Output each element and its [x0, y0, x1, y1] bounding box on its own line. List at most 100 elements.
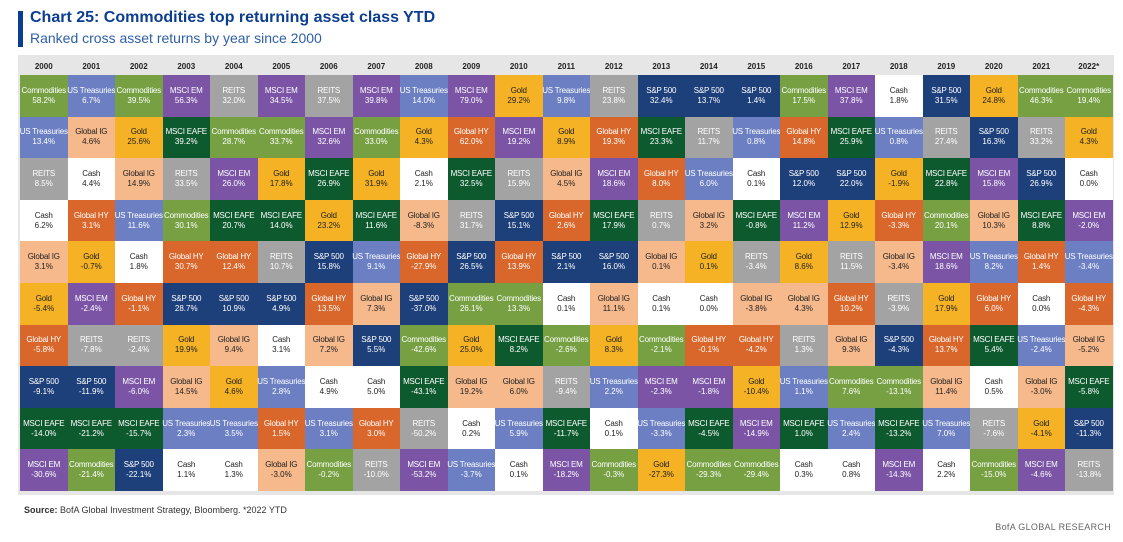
- return-value: -13.2%: [886, 428, 912, 438]
- return-value: 0.0%: [699, 303, 718, 313]
- return-cell: Global IG 11.1%: [590, 283, 638, 325]
- asset-name: REITS: [317, 85, 341, 95]
- asset-name: US Treasuries: [114, 210, 163, 220]
- return-cell: Gold -27.3%: [637, 449, 685, 491]
- return-cell: US Treasuries 6.0%: [685, 158, 733, 200]
- source-note: Source: BofA Global Investment Strategy,…: [24, 505, 287, 515]
- return-value: 22.8%: [934, 178, 958, 188]
- return-cell: S&P 500 26.5%: [447, 241, 495, 283]
- asset-name: MSCI EM: [359, 85, 393, 95]
- return-cell: US Treasuries 1.1%: [780, 366, 828, 408]
- asset-name: S&P 500: [266, 293, 297, 303]
- return-value: -7.6%: [983, 428, 1005, 438]
- asset-name: Gold: [273, 168, 290, 178]
- asset-name: REITS: [1029, 127, 1053, 137]
- return-value: 4.3%: [414, 137, 433, 147]
- asset-name: S&P 500: [598, 252, 629, 262]
- return-value: 32.5%: [459, 178, 483, 188]
- asset-name: Global IG: [740, 293, 773, 303]
- return-cell: S&P 500 -37.0%: [400, 283, 448, 325]
- return-cell: MSCI EM -18.2%: [542, 449, 590, 491]
- asset-name: US Treasuries: [637, 418, 686, 428]
- return-cell: Global IG 7.3%: [352, 283, 400, 325]
- return-value: 2.3%: [177, 428, 196, 438]
- asset-name: Global HY: [1023, 252, 1059, 262]
- return-value: 13.9%: [507, 262, 531, 272]
- return-cell: REITS -3.4%: [732, 241, 780, 283]
- asset-name: Global IG: [597, 293, 630, 303]
- return-value: 0.1%: [509, 470, 528, 480]
- return-cell: Commodities 33.0%: [352, 116, 400, 159]
- asset-name: Commodities: [354, 127, 399, 137]
- return-value: -37.0%: [411, 303, 437, 313]
- asset-name: Cash: [272, 335, 291, 345]
- return-cell: S&P 500 16.3%: [970, 116, 1018, 159]
- brand-label: BofA GLOBAL RESEARCH: [995, 522, 1111, 532]
- return-value: -42.6%: [411, 345, 437, 355]
- asset-name: REITS: [127, 335, 151, 345]
- return-value: 11.6%: [127, 220, 150, 230]
- return-value: 56.3%: [174, 95, 198, 105]
- return-value: -0.2%: [318, 470, 340, 480]
- return-cell: Global IG 3.1%: [20, 241, 68, 283]
- return-cell: REITS 27.4%: [922, 116, 970, 159]
- return-value: -5.4%: [33, 303, 55, 313]
- asset-name: MSCI EAFE: [1068, 376, 1110, 386]
- return-value: 0.1%: [652, 303, 671, 313]
- asset-name: Global IG: [407, 210, 440, 220]
- return-value: 20.7%: [222, 220, 246, 230]
- asset-name: Gold: [843, 210, 860, 220]
- return-cell: S&P 500 26.9%: [1017, 158, 1065, 200]
- return-value: 3.1%: [82, 220, 101, 230]
- return-value: 79.0%: [459, 95, 483, 105]
- chart-subtitle: Ranked cross asset returns by year since…: [30, 30, 322, 46]
- return-cell: MSCI EAFE 26.9%: [305, 158, 353, 200]
- asset-name: US Treasuries: [399, 85, 448, 95]
- asset-name: Gold: [415, 127, 432, 137]
- return-cell: Commodities -42.6%: [400, 324, 448, 367]
- return-value: 39.5%: [127, 95, 151, 105]
- return-cell: Global IG -5.2%: [1065, 324, 1113, 367]
- return-cell: Global HY 1.4%: [1017, 241, 1065, 283]
- return-value: -15.0%: [981, 470, 1007, 480]
- asset-name: US Treasuries: [257, 376, 306, 386]
- return-value: 13.7%: [934, 345, 958, 355]
- return-cell: US Treasuries 7.0%: [922, 407, 970, 450]
- return-value: 0.2%: [462, 428, 481, 438]
- return-value: 20.1%: [934, 220, 958, 230]
- return-cell: Commodities 19.4%: [1065, 75, 1113, 117]
- asset-name: Gold: [35, 293, 52, 303]
- return-cell: Global HY 13.7%: [922, 324, 970, 367]
- return-value: 7.2%: [319, 345, 338, 355]
- return-cell: S&P 500 -22.1%: [115, 449, 163, 491]
- asset-name: Cash: [1032, 293, 1051, 303]
- return-cell: Cash 0.1%: [590, 407, 638, 450]
- return-cell: US Treasuries -3.4%: [1065, 241, 1113, 283]
- return-value: 37.8%: [839, 95, 863, 105]
- return-value: 1.3%: [794, 345, 813, 355]
- asset-name: MSCI EM: [977, 168, 1011, 178]
- return-value: 8.0%: [652, 178, 671, 188]
- return-cell: Cash 3.1%: [257, 324, 305, 367]
- asset-name: MSCI EAFE: [545, 418, 588, 428]
- return-cell: Global IG 4.3%: [780, 283, 828, 325]
- return-cell: MSCI EM 32.6%: [305, 116, 353, 159]
- asset-name: MSCI EM: [74, 293, 108, 303]
- return-value: 31.7%: [459, 220, 483, 230]
- asset-name: Global HY: [406, 252, 442, 262]
- asset-name: MSCI EM: [1072, 210, 1106, 220]
- return-cell: Cash 0.8%: [827, 449, 875, 491]
- return-value: 26.5%: [459, 262, 483, 272]
- asset-name: Gold: [1080, 127, 1097, 137]
- asset-name: REITS: [412, 418, 436, 428]
- return-value: 26.9%: [317, 178, 341, 188]
- asset-name: Commodities: [211, 127, 257, 137]
- return-cell: MSCI EAFE -21.2%: [67, 407, 115, 450]
- asset-name: Gold: [985, 85, 1002, 95]
- return-cell: Commodities -13.1%: [875, 366, 923, 408]
- asset-name: Global HY: [168, 252, 204, 262]
- return-cell: Global HY -5.8%: [20, 324, 68, 367]
- asset-name: MSCI EAFE: [23, 418, 65, 428]
- return-cell: Gold -0.7%: [67, 241, 115, 283]
- return-cell: Global HY 10.2%: [827, 283, 875, 325]
